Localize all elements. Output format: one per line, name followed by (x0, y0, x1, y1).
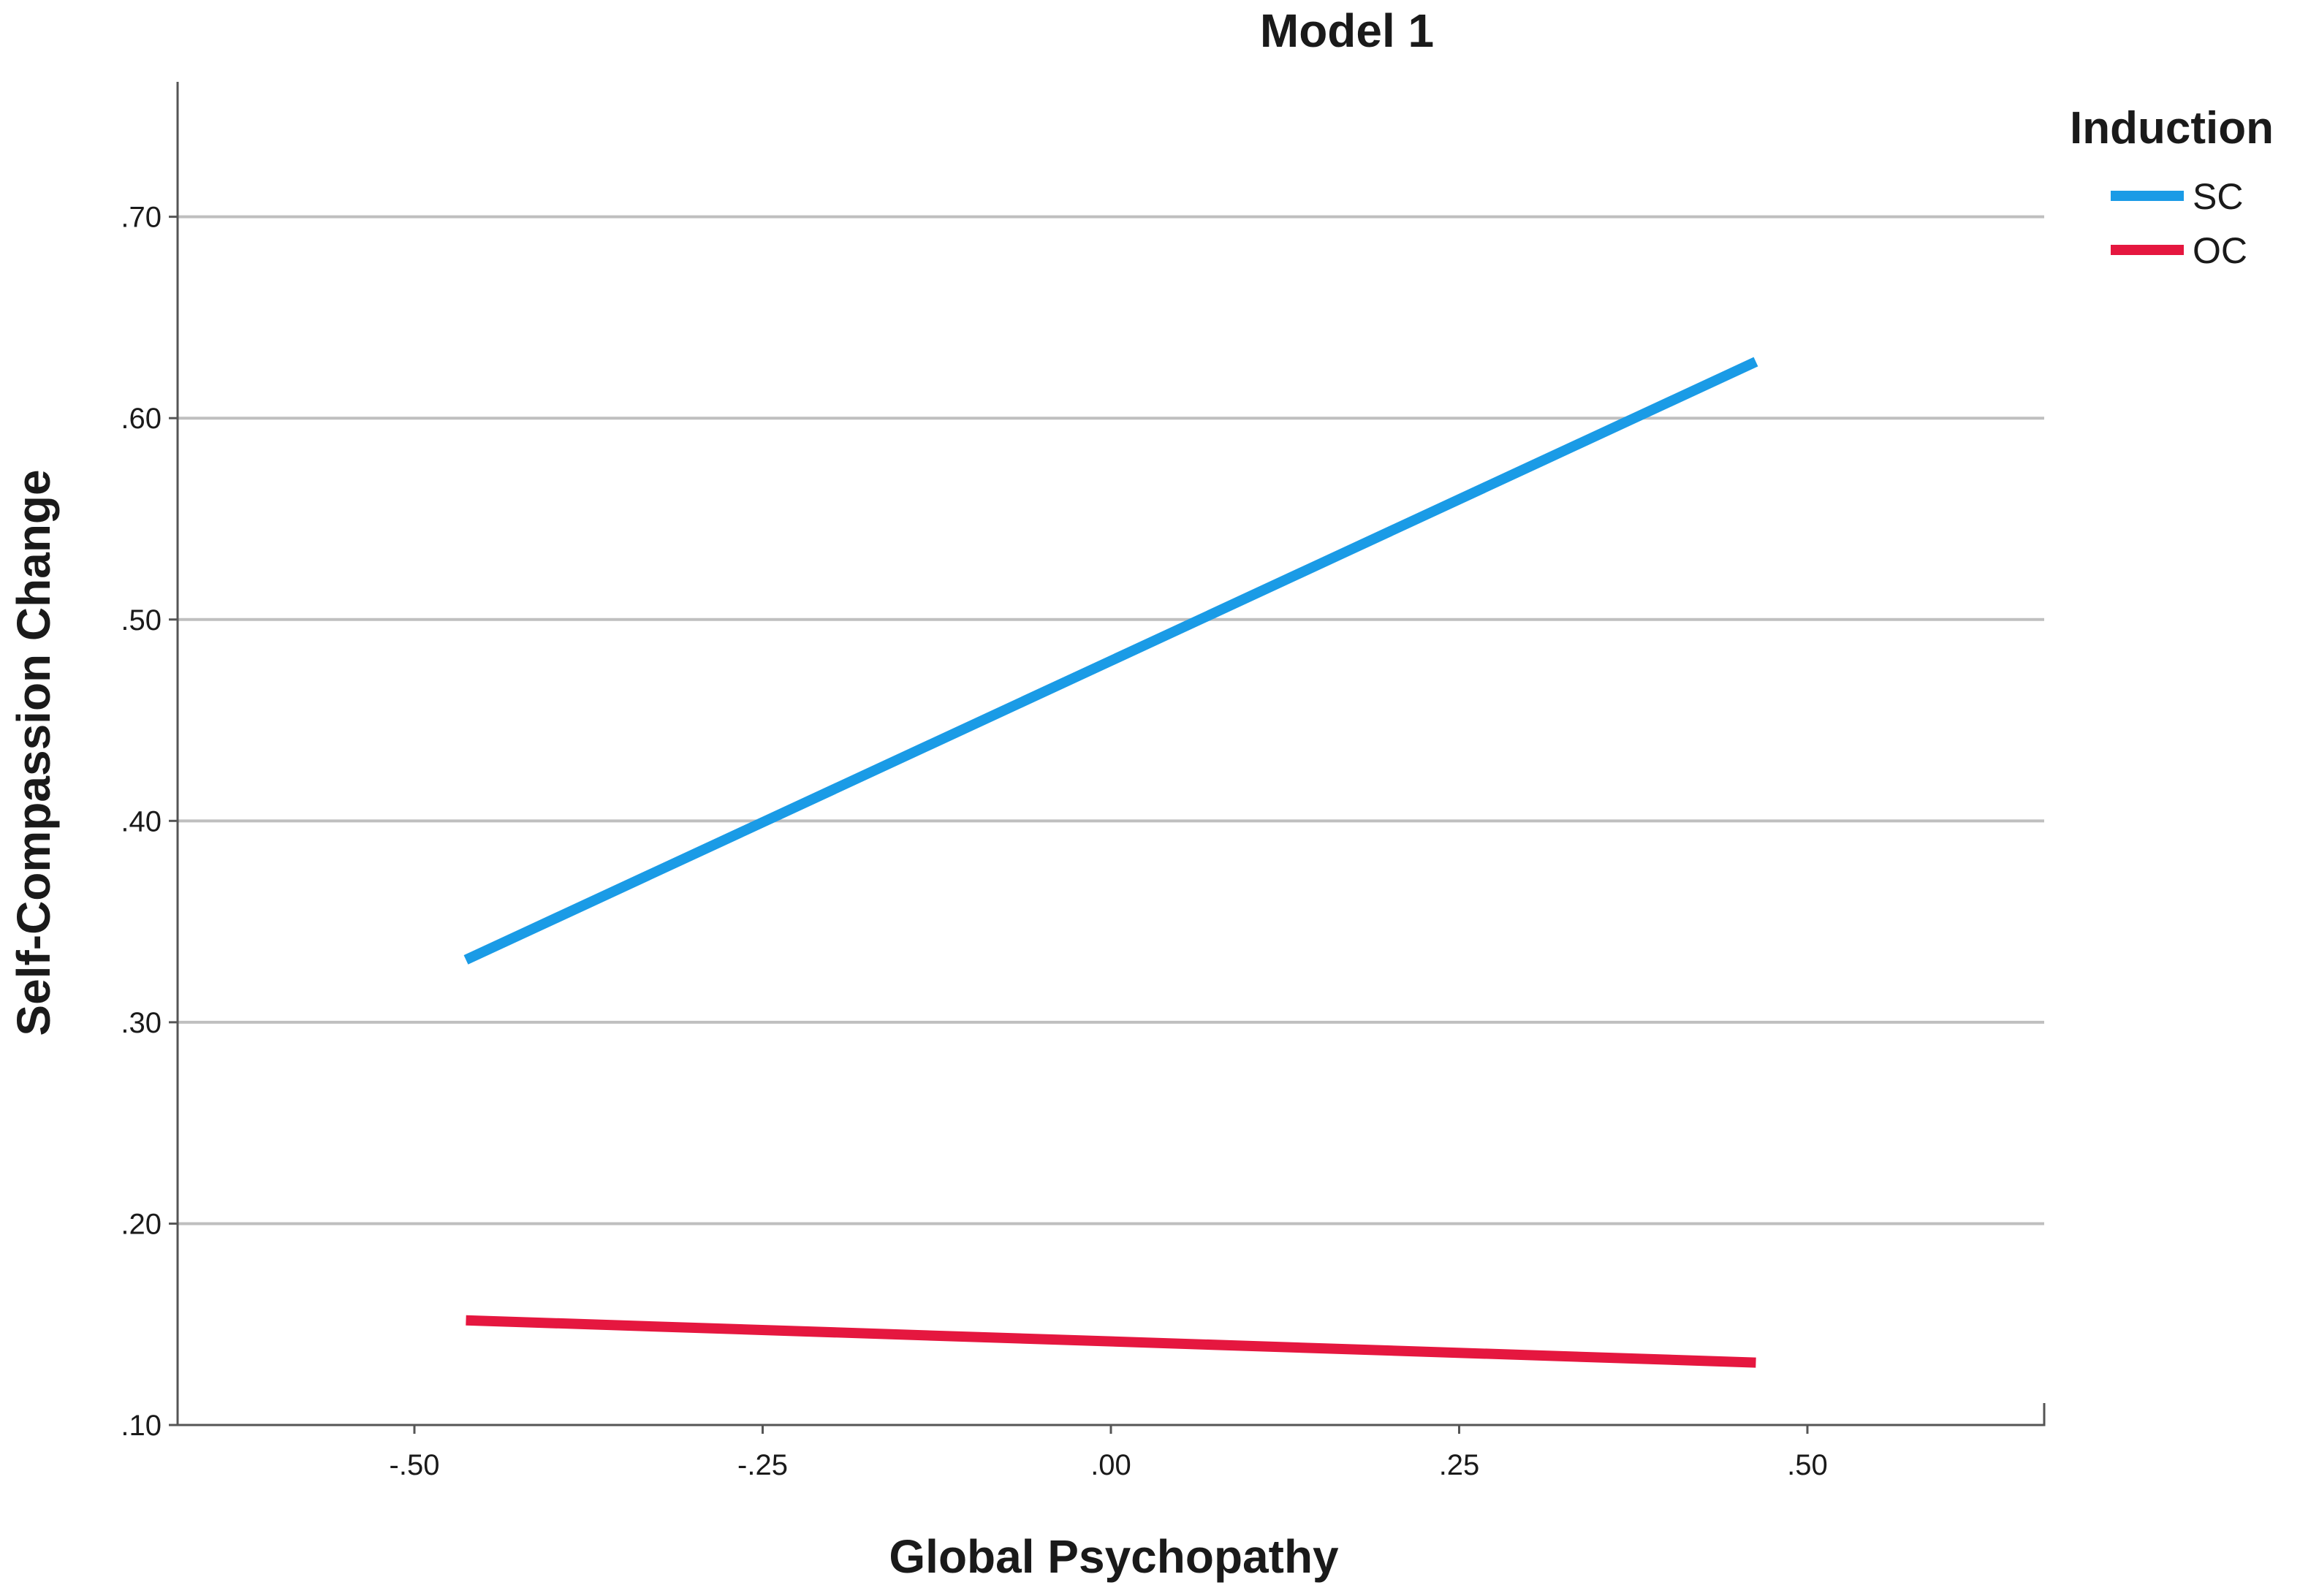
y-tick-label: .30 (121, 1007, 162, 1039)
y-tick-label: .20 (121, 1208, 162, 1240)
y-tick-label: .60 (121, 403, 162, 435)
y-tick-label: .50 (121, 604, 162, 636)
x-tick-label: .25 (1439, 1449, 1480, 1481)
legend-title: Induction (2070, 103, 2274, 153)
x-tick-label: -.25 (737, 1449, 788, 1481)
series-lines (463, 357, 1758, 1368)
x-tick-labels: -.50 -.25 .00 .25 .50 (390, 1425, 1828, 1481)
gridlines (178, 215, 2044, 1226)
y-axis-title: Self-Compassion Change (7, 469, 60, 1036)
x-axis-title: Global Psychopathy (889, 1530, 1339, 1583)
legend: Induction SC OC (2070, 103, 2274, 271)
legend-label-sc: SC (2193, 176, 2243, 217)
legend-items: SC OC (2111, 176, 2247, 271)
x-tick-label: -.50 (390, 1449, 440, 1481)
series-line-sc (463, 357, 1758, 965)
legend-label-oc: OC (2193, 230, 2247, 271)
chart-title: Model 1 (1260, 4, 1434, 57)
series-line-oc (466, 1315, 1756, 1368)
y-tick-label: .70 (121, 202, 162, 234)
y-tick-label: .10 (121, 1410, 162, 1442)
y-tick-labels: .10 .20 .30 .40 .50 .60 .70 (121, 202, 178, 1442)
x-tick-label: .00 (1090, 1449, 1131, 1481)
y-tick-label: .40 (121, 805, 162, 837)
x-tick-label: .50 (1787, 1449, 1828, 1481)
